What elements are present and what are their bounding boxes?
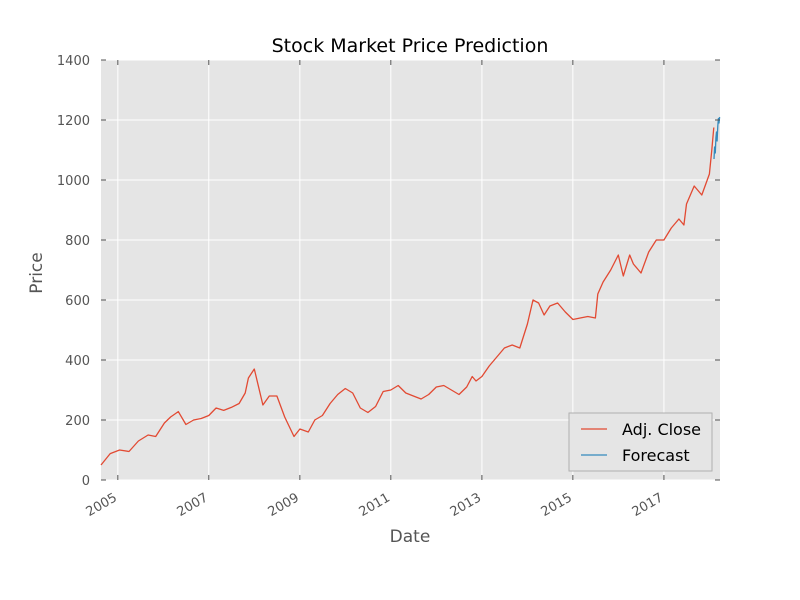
legend-box [568, 412, 713, 472]
x-tick-label: 2015 [539, 490, 575, 520]
x-tick-label: 2007 [175, 490, 211, 520]
y-axis-label: Price [27, 252, 47, 293]
y-tick-label: 0 [82, 474, 90, 489]
y-tick-label: 1400 [57, 54, 90, 69]
x-tick-label: 2005 [84, 490, 120, 520]
x-tick-label: 2009 [266, 490, 302, 520]
x-axis-label: Date [390, 527, 431, 547]
plot-background [101, 60, 720, 480]
y-tick-label: 1000 [57, 174, 90, 189]
x-tick-label: 2011 [357, 490, 393, 520]
y-tick-label: 600 [65, 294, 90, 309]
series-line-forecast [713, 116, 721, 160]
series-layer [100, 116, 721, 466]
y-tick-label: 400 [65, 354, 90, 369]
ticks [101, 59, 720, 481]
legend: Adj. Close Forecast [568, 412, 713, 472]
y-tick-label: 200 [65, 414, 90, 429]
chart-title: Stock Market Price Prediction [272, 35, 549, 57]
x-tick-label: 2017 [630, 490, 666, 520]
legend-label-forecast: Forecast [622, 446, 690, 465]
series-line-adj-close [100, 127, 715, 466]
y-tick-label: 1200 [57, 114, 90, 129]
x-tick-label: 2013 [448, 490, 484, 520]
grid [101, 59, 720, 481]
legend-label-adj-close: Adj. Close [622, 420, 701, 439]
y-tick-label: 800 [65, 234, 90, 249]
